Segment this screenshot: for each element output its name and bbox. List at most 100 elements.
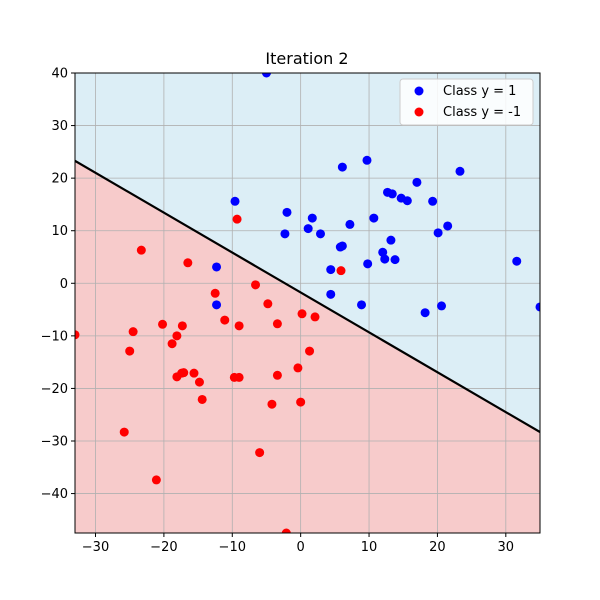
point-class-positive — [315, 229, 325, 239]
legend-box — [399, 78, 534, 126]
point-class-negative — [297, 309, 307, 319]
point-class-positive — [433, 228, 443, 238]
point-class-positive — [230, 196, 240, 206]
point-class-negative — [272, 370, 282, 380]
point-class-positive — [212, 300, 222, 310]
point-class-negative — [125, 346, 135, 356]
point-class-negative — [136, 245, 146, 255]
point-class-positive — [412, 177, 422, 187]
y-tick-label: 40 — [51, 67, 68, 82]
y-tick-label: 30 — [51, 119, 68, 134]
point-class-negative — [172, 331, 182, 341]
point-class-negative — [255, 448, 265, 458]
point-class-positive — [369, 213, 379, 223]
legend-marker-positive — [414, 86, 424, 96]
point-class-negative — [128, 327, 138, 337]
point-class-negative — [119, 427, 129, 437]
point-class-negative — [210, 288, 220, 298]
point-class-positive — [386, 235, 396, 245]
x-tick-label: 30 — [498, 540, 515, 555]
point-class-positive — [455, 166, 465, 176]
point-class-positive — [420, 308, 430, 318]
point-class-negative — [220, 315, 230, 325]
point-class-negative — [272, 319, 282, 329]
x-tick-label: 20 — [429, 540, 446, 555]
point-class-negative — [232, 214, 242, 224]
point-class-positive — [326, 265, 336, 275]
point-class-negative — [281, 528, 291, 533]
point-class-positive — [428, 196, 438, 206]
point-class-positive — [437, 301, 447, 311]
point-class-negative — [75, 330, 80, 340]
x-axis: −30 −20 −10 0 10 20 30 — [82, 533, 514, 555]
legend-label-negative: Class y = -1 — [443, 105, 521, 120]
point-class-negative — [310, 312, 320, 322]
grid-lines — [75, 73, 540, 533]
point-class-positive — [261, 73, 271, 78]
point-class-positive — [402, 196, 412, 206]
negative-region — [75, 160, 540, 533]
legend-marker-negative — [414, 107, 424, 117]
decision-regions — [75, 73, 540, 533]
point-class-positive — [362, 155, 372, 165]
point-class-positive — [387, 189, 397, 199]
point-class-negative — [179, 368, 189, 378]
point-class-positive — [280, 229, 290, 239]
point-class-positive — [303, 224, 313, 234]
y-tick-label: −20 — [41, 382, 68, 397]
point-class-negative — [167, 339, 177, 349]
chart-title: Iteration 2 — [265, 49, 348, 68]
positive-region — [75, 73, 540, 433]
point-class-positive — [535, 302, 540, 312]
point-class-negative — [234, 372, 244, 382]
decision-boundary-line — [75, 159, 540, 434]
x-tick-label: −10 — [219, 540, 246, 555]
point-class-negative — [267, 399, 277, 409]
decision-boundary-layer — [75, 159, 540, 434]
point-class-positive — [307, 213, 317, 223]
point-class-negative — [177, 321, 187, 331]
point-class-positive — [337, 241, 347, 251]
point-class-positive — [512, 256, 522, 266]
point-class-negative — [305, 346, 315, 356]
point-class-negative — [194, 377, 204, 387]
point-class-negative — [263, 299, 273, 309]
legend: Class y = 1 Class y = -1 — [399, 78, 534, 126]
point-class-negative — [183, 258, 193, 268]
point-class-negative — [151, 475, 161, 485]
point-class-negative — [234, 321, 244, 331]
y-tick-label: 20 — [51, 172, 68, 187]
point-class-positive — [363, 259, 373, 269]
y-axis: −40 −30 −20 −10 0 10 20 30 40 — [41, 67, 75, 502]
point-class-positive — [212, 262, 222, 272]
y-tick-label: −30 — [41, 435, 68, 450]
legend-label-positive: Class y = 1 — [443, 84, 516, 99]
point-class-negative — [293, 363, 303, 373]
point-class-positive — [378, 247, 388, 257]
point-class-negative — [336, 266, 346, 276]
y-tick-label: −40 — [41, 487, 68, 502]
point-class-negative — [197, 394, 207, 404]
data-points — [75, 73, 540, 533]
point-class-negative — [158, 319, 168, 329]
point-class-negative — [296, 397, 306, 407]
y-tick-label: −10 — [41, 329, 68, 344]
x-tick-label: −30 — [82, 540, 109, 555]
point-class-positive — [326, 289, 336, 299]
point-class-negative — [251, 280, 261, 290]
point-class-positive — [443, 221, 453, 231]
point-class-positive — [337, 162, 347, 172]
plot-frame — [74, 72, 541, 534]
point-class-positive — [357, 300, 367, 310]
point-class-negative — [172, 372, 182, 382]
point-class-positive — [390, 255, 400, 265]
point-class-negative — [189, 368, 199, 378]
y-tick-label: 0 — [60, 277, 68, 292]
point-class-positive — [380, 254, 390, 264]
y-tick-label: 10 — [51, 224, 68, 239]
x-tick-label: −20 — [150, 540, 177, 555]
x-tick-label: 0 — [297, 540, 305, 555]
point-class-positive — [345, 219, 355, 229]
point-class-positive — [282, 207, 292, 217]
